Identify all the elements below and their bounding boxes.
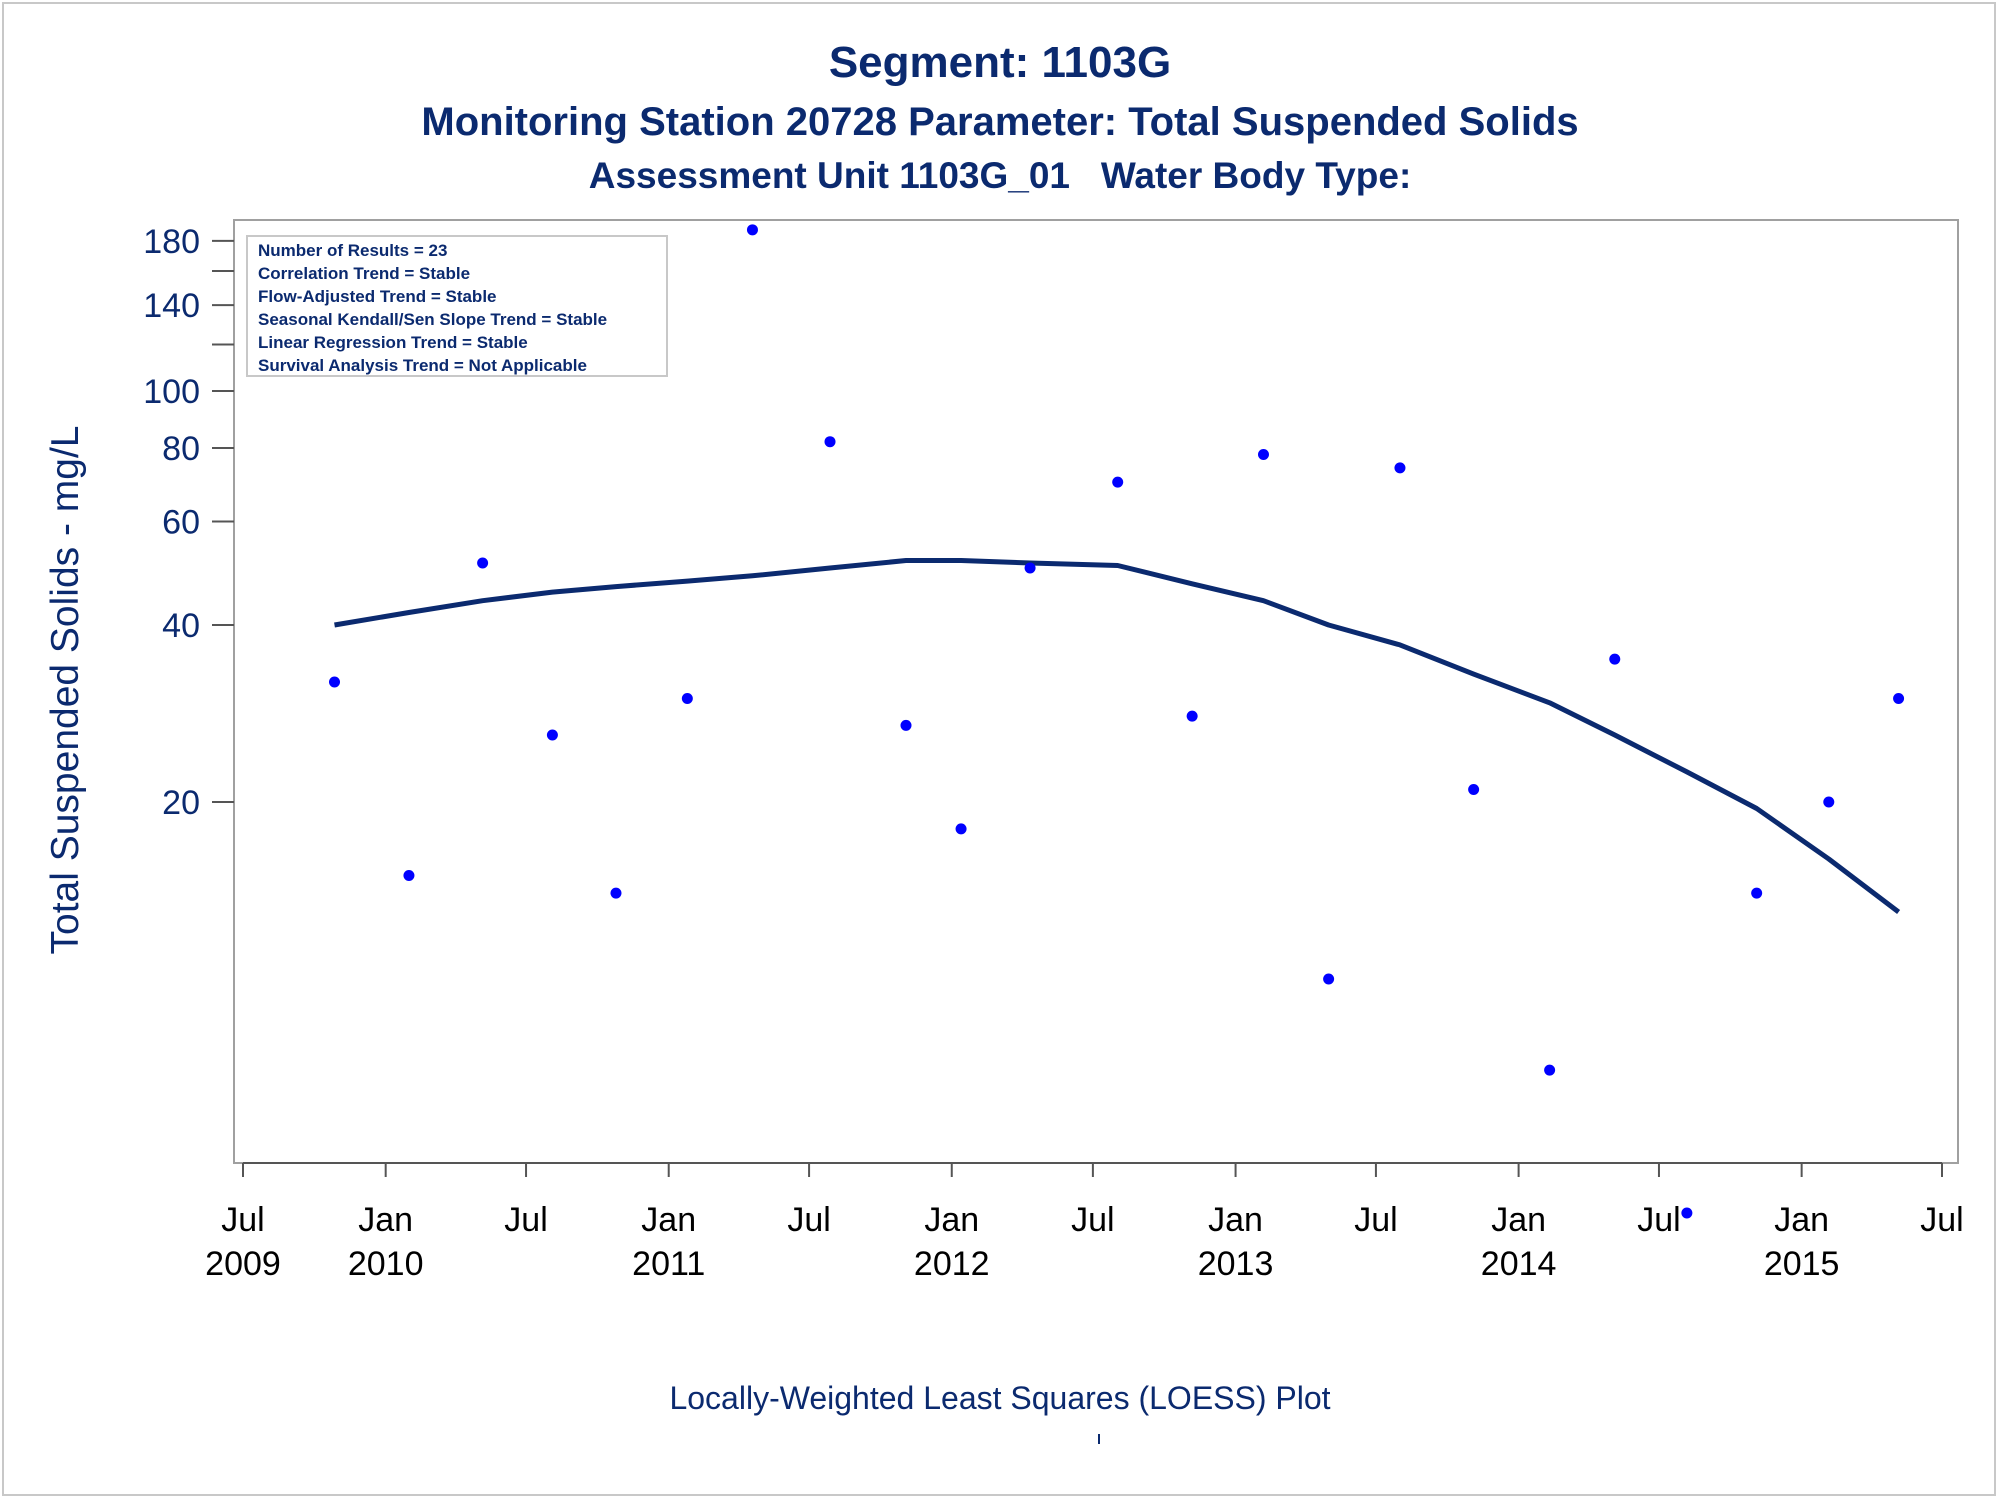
footnote-tick [1098, 1434, 1100, 1444]
x-tick-year-label: 2015 [1764, 1245, 1840, 1283]
data-point [824, 436, 836, 448]
x-tick-label: Jan [1208, 1201, 1263, 1239]
x-tick-year-label: 2009 [205, 1245, 281, 1283]
legend-line: Survival Analysis Trend = Not Applicable [258, 356, 587, 375]
y-tick-label: 100 [143, 373, 200, 411]
x-tick-year-label: 2010 [348, 1245, 424, 1283]
y-tick-label: 180 [143, 223, 200, 261]
data-point [900, 719, 912, 731]
data-point [546, 729, 558, 741]
chart-subtitle-2: Assessment Unit 1103G_01 Water Body Type… [588, 155, 1412, 196]
chart-subtitle: Monitoring Station 20728 Parameter: Tota… [421, 100, 1579, 144]
data-point [477, 557, 489, 569]
x-tick-label: Jan [1774, 1201, 1829, 1239]
x-tick-label: Jan [641, 1201, 696, 1239]
y-tick-label: 40 [162, 607, 200, 645]
data-point [1394, 462, 1406, 474]
x-tick-label: Jul [504, 1201, 547, 1239]
data-point [1823, 796, 1835, 808]
data-point [1893, 692, 1905, 704]
data-point [1544, 1064, 1556, 1076]
x-tick-year-label: 2013 [1198, 1245, 1274, 1283]
y-tick-label: 80 [162, 430, 200, 468]
data-point [1751, 887, 1763, 899]
data-point [1112, 476, 1124, 488]
data-point [1609, 653, 1621, 665]
x-tick-label: Jan [358, 1201, 413, 1239]
footnote: Locally-Weighted Least Squares (LOESS) P… [669, 1380, 1331, 1416]
data-point [329, 676, 341, 688]
data-point [955, 823, 967, 835]
data-point [1323, 973, 1335, 985]
legend-line: Number of Results = 23 [258, 241, 447, 260]
x-tick-label: Jul [1071, 1201, 1114, 1239]
x-tick-year-label: 2014 [1481, 1245, 1557, 1283]
data-point [681, 692, 693, 704]
legend-line: Correlation Trend = Stable [258, 264, 470, 283]
y-tick-label: 140 [143, 287, 200, 325]
y-tick-label: 20 [162, 784, 200, 822]
chart-title: Segment: 1103G [828, 38, 1172, 87]
legend-line: Seasonal Kendall/Sen Slope Trend = Stabl… [258, 310, 607, 329]
legend-line: Flow-Adjusted Trend = Stable [258, 287, 497, 306]
legend-box [246, 235, 668, 377]
loess-line [334, 558, 1901, 914]
x-tick-label: Jul [1637, 1201, 1680, 1239]
x-tick-label: Jan [1491, 1201, 1546, 1239]
x-tick-label: Jan [924, 1201, 979, 1239]
data-point [610, 887, 622, 899]
y-axis-label: Total Suspended Solids - mg/L [44, 426, 87, 955]
data-point [1468, 784, 1480, 796]
x-tick-label: Jul [221, 1201, 264, 1239]
y-tick-label: 60 [162, 503, 200, 541]
data-point [746, 224, 758, 236]
legend-line: Linear Regression Trend = Stable [258, 333, 528, 352]
x-tick-label: Jul [1920, 1201, 1963, 1239]
data-point [1681, 1207, 1693, 1219]
data-point [1024, 562, 1036, 574]
x-tick-label: Jul [1354, 1201, 1397, 1239]
x-tick-year-label: 2012 [914, 1245, 990, 1283]
data-point [1186, 710, 1198, 722]
x-tick-year-label: 2011 [632, 1245, 705, 1283]
data-point [1257, 448, 1269, 460]
x-tick-label: Jul [787, 1201, 830, 1239]
data-point [403, 869, 415, 881]
